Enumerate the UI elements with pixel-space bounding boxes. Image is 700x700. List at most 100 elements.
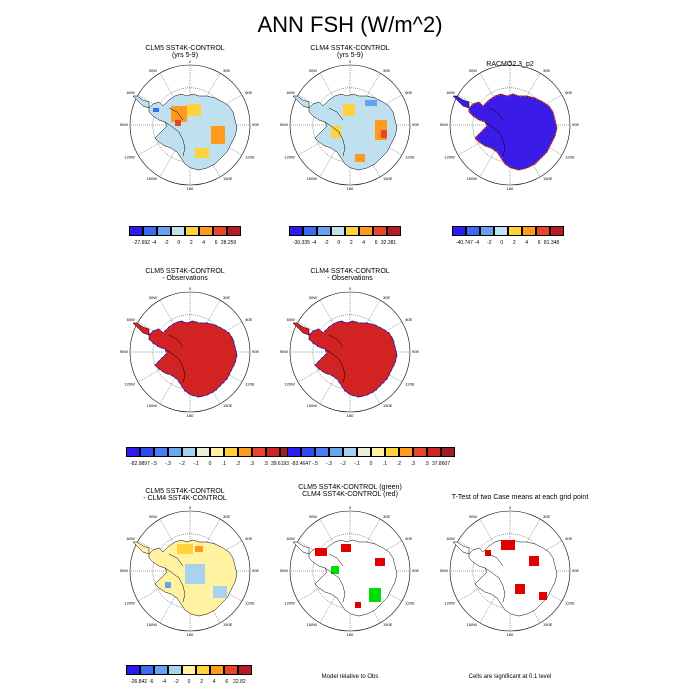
- colorbar-label: 4: [525, 240, 529, 246]
- colorbar-label: 4: [202, 240, 206, 246]
- colorbar-swatch: [185, 226, 199, 236]
- colorbar-swatch: [357, 447, 371, 457]
- colorbar-swatch: [129, 226, 143, 236]
- colorbar-label: 6: [537, 240, 541, 246]
- colorbar-1: -27.692 -4 -2 0 2 4 6 28.259: [129, 226, 241, 246]
- colorbar-label: -4: [474, 240, 480, 246]
- colorbar-swatch: [227, 226, 241, 236]
- data-cell-patch: [539, 592, 547, 600]
- colorbar-label: 6: [214, 240, 218, 246]
- colorbar-label: 2: [512, 240, 516, 246]
- longitude-label: 30W: [149, 514, 157, 519]
- longitude-label: 60W: [287, 536, 295, 541]
- longitude-label: 120E: [405, 382, 415, 387]
- colorbar-swatch: [359, 226, 373, 236]
- colorbar-label: -27.692: [132, 240, 150, 246]
- colorbar-label: .3: [410, 461, 416, 467]
- longitude-label: 30W: [309, 295, 317, 300]
- colorbar-label: 4: [212, 679, 216, 685]
- longitude-label: 60E: [565, 90, 572, 95]
- longitude-label: 150E: [223, 622, 233, 627]
- longitude-label: 150E: [383, 176, 393, 181]
- colorbar-swatch: [238, 447, 252, 457]
- data-cell-patch: [177, 544, 193, 554]
- colorbar-swatch: [536, 226, 550, 236]
- colorbar-label: 0: [187, 679, 191, 685]
- map-frame: [129, 64, 251, 186]
- colorbar-label: 37.8607: [431, 461, 451, 467]
- colorbar-swatch: [399, 447, 413, 457]
- map-frame: [449, 510, 571, 632]
- colorbar-swatch: [168, 447, 182, 457]
- data-cell-patch: [331, 126, 341, 138]
- colorbar-swatch: [550, 226, 564, 236]
- longitude-label: 180: [507, 186, 514, 191]
- colorbar-swatch: [317, 226, 331, 236]
- longitude-label: 60W: [287, 90, 295, 95]
- colorbar-swatch: [315, 447, 329, 457]
- colorbar-label: 0: [500, 240, 504, 246]
- colorbar-swatch: [199, 226, 213, 236]
- colorbar-label: 2: [200, 679, 203, 685]
- ice-shelf-line: [164, 107, 186, 157]
- colorbar-3: -40.747 -4 -2 0 2 4 6 81.348: [452, 226, 564, 246]
- colorbar-label: -2: [487, 240, 492, 246]
- colorbar-label: .2: [235, 461, 241, 467]
- colorbar-swatch: [385, 447, 399, 457]
- colorbar-label: -.3: [326, 461, 332, 467]
- map-panel-4: 0 180 30W 60W 90W 120W 150W 30E 60E 90E 120E 150E: [120, 286, 260, 418]
- colorbar-swatch: [224, 447, 238, 457]
- map-frame: [449, 64, 571, 186]
- longitude-label: 150W: [307, 403, 318, 408]
- longitude-label: 120W: [124, 601, 135, 606]
- colorbar-swatch: [413, 447, 427, 457]
- colorbar-label: 81.348: [543, 240, 560, 246]
- longitude-label: 0: [189, 286, 192, 291]
- colorbar-swatch: [213, 226, 227, 236]
- colorbar-label: .3: [249, 461, 255, 467]
- colorbar-swatch: [345, 226, 359, 236]
- caption-8: Model relative to Obs: [321, 674, 379, 680]
- data-cell-patch: [501, 540, 515, 550]
- longitude-label: 90E: [412, 349, 419, 354]
- longitude-label: 120W: [444, 601, 455, 606]
- longitude-label: 60W: [287, 317, 295, 322]
- colorbar-swatch: [387, 226, 401, 236]
- longitude-label: 0: [509, 505, 512, 510]
- longitude-label: 180: [187, 186, 194, 191]
- colorbar-label: 0: [177, 240, 181, 246]
- antarctic-peninsula: [132, 541, 150, 555]
- data-cell-patch: [529, 556, 539, 566]
- longitude-label: 150W: [307, 622, 318, 627]
- colorbar-label: 32.381: [380, 240, 397, 246]
- ice-shelf-line: [324, 107, 346, 157]
- longitude-label: 150E: [543, 176, 553, 181]
- longitude-label: 30E: [223, 295, 230, 300]
- colorbar-label: 0: [369, 461, 373, 467]
- colorbar-swatch: [196, 447, 210, 457]
- longitude-label: 0: [349, 286, 352, 291]
- map-panel-8: 0 180 30W 60W 90W 120W 150W 30E 60E 90E 120E 150E: [280, 505, 420, 637]
- longitude-label: 60W: [447, 90, 455, 95]
- colorbar-label: 6: [225, 679, 229, 685]
- map-frame: [289, 291, 411, 413]
- colorbar-label: 22.82: [233, 679, 246, 685]
- colorbar-swatch: [252, 447, 266, 457]
- colorbar-swatch: [427, 447, 441, 457]
- colorbar-swatch: [182, 447, 196, 457]
- colorbar-2: -30.335 -4 -2 0 2 4 6 32.381: [289, 226, 401, 246]
- longitude-label: 30W: [149, 295, 157, 300]
- colorbar-swatch: [210, 447, 224, 457]
- ice-shelf-line: [484, 107, 506, 157]
- colorbar-label: -82.9897: [130, 461, 150, 467]
- longitude-label: 180: [347, 632, 354, 637]
- coastal-low-values: [148, 320, 238, 398]
- colorbar-swatch: [452, 226, 466, 236]
- ice-shelf-line: [484, 553, 506, 603]
- data-cell-patch: [315, 548, 327, 556]
- colorbar-label: 28.259: [220, 240, 237, 246]
- colorbar-swatch: [508, 226, 522, 236]
- map-frame: [289, 64, 411, 186]
- longitude-label: 30E: [543, 68, 550, 73]
- colorbar-swatch: [522, 226, 536, 236]
